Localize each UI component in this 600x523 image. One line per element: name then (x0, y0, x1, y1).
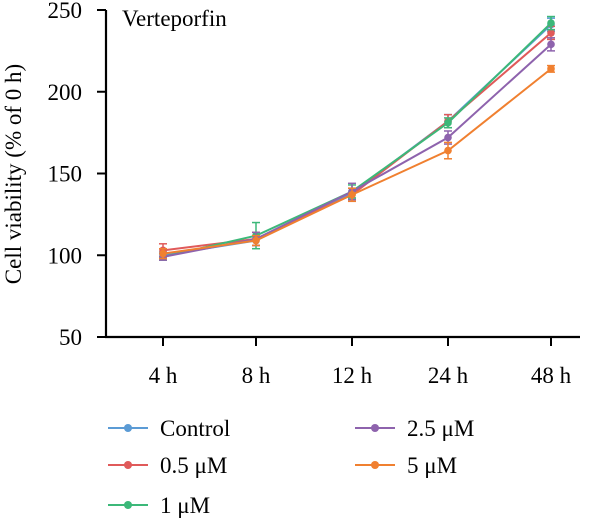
x-tick-label: 48 h (531, 363, 572, 388)
y-ticks: 50 100 150 200 250 (48, 0, 106, 350)
x-tick-label: 24 h (428, 363, 469, 388)
plot-area (159, 15, 555, 261)
series-line (162, 43, 552, 258)
data-point (252, 236, 260, 245)
y-tick-label: 50 (59, 325, 82, 350)
series-3 (159, 37, 555, 261)
x-tick-label: 12 h (332, 363, 373, 388)
data-point (348, 190, 356, 199)
legend-label: 5 μM (407, 453, 457, 478)
legend-marker (371, 424, 379, 432)
axes (104, 10, 580, 339)
data-point (444, 119, 452, 127)
legend-label: 2.5 μM (407, 416, 474, 441)
series-line (162, 23, 552, 257)
legend-label: 0.5 μM (160, 453, 227, 478)
legend-item: 5 μM (355, 453, 457, 478)
legend-item: 1 μM (108, 493, 210, 518)
legend-marker (124, 424, 132, 432)
series-line (162, 22, 552, 258)
legend-marker (371, 461, 379, 469)
x-tick-label: 8 h (242, 363, 271, 388)
chart-title: Verteporfin (122, 6, 227, 31)
series-4 (159, 64, 555, 260)
legend-marker (124, 461, 132, 469)
y-tick-label: 250 (48, 0, 83, 23)
data-point (444, 146, 452, 155)
legend-label: Control (160, 416, 230, 441)
data-point (547, 19, 555, 27)
legend-item: 2.5 μM (355, 416, 474, 441)
y-tick-label: 150 (48, 162, 83, 187)
data-point (159, 249, 167, 258)
series-1 (159, 25, 555, 258)
legend-item: 0.5 μM (108, 453, 227, 478)
series-0 (159, 17, 555, 260)
legend: Control 0.5 μM 1 μM 2.5 μM 5 μM (108, 416, 474, 518)
data-point (547, 29, 555, 37)
x-tick-label: 4 h (149, 363, 178, 388)
y-tick-label: 100 (48, 243, 83, 268)
data-point (547, 65, 555, 73)
y-tick-label: 200 (48, 80, 83, 105)
y-axis-label: Cell viability (% of 0 h) (1, 64, 26, 284)
data-point (547, 40, 555, 49)
series-2 (159, 15, 555, 261)
data-point (444, 133, 452, 142)
legend-marker (124, 501, 132, 509)
x-ticks: 4 h 8 h 12 h 24 h 48 h (149, 337, 572, 388)
series-line (162, 32, 552, 252)
legend-label: 1 μM (160, 493, 210, 518)
legend-item: Control (108, 416, 230, 441)
